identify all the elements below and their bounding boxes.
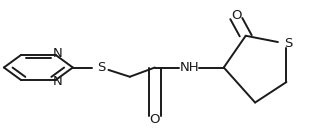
Text: S: S (284, 37, 292, 50)
Text: N: N (53, 47, 63, 60)
Text: NH: NH (179, 61, 199, 74)
Text: S: S (97, 61, 105, 74)
Text: O: O (231, 9, 241, 22)
Text: N: N (53, 75, 63, 88)
Text: O: O (149, 113, 160, 126)
